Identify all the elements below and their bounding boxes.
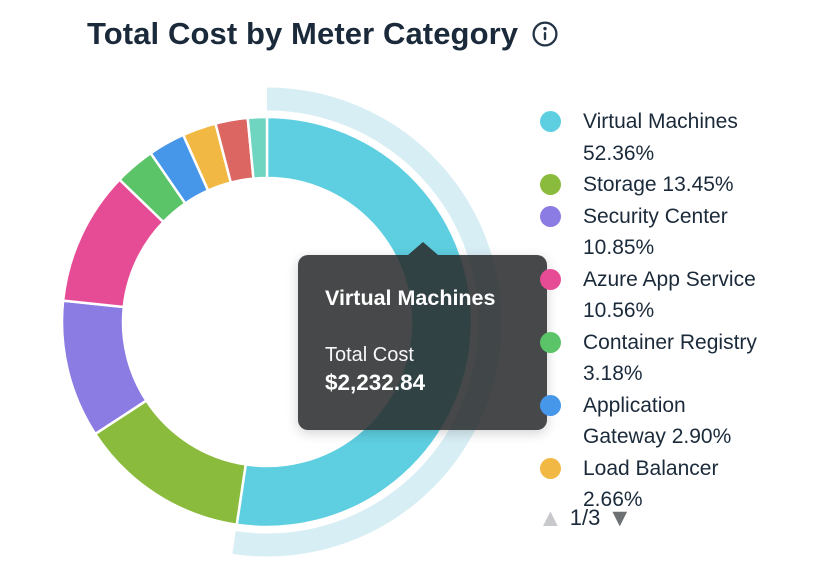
page-up-icon[interactable]: ▲ [538, 503, 563, 532]
legend-label: Virtual Machines 52.36% [583, 110, 738, 165]
tooltip-title: Virtual Machines [325, 286, 496, 310]
page-down-icon[interactable]: ▼ [607, 503, 633, 532]
legend-item-storage[interactable]: Storage 13.45% [540, 169, 825, 201]
legend-dot-security-center [540, 205, 561, 227]
legend-item-container-registry[interactable]: Container Registry 3.18% [540, 327, 825, 390]
legend-label: Load Balancer 2.66% [583, 456, 719, 507]
tooltip-value: $2,232.84 [325, 370, 426, 395]
info-icon[interactable] [531, 20, 559, 48]
legend-dot-storage [540, 174, 561, 195]
legend-item-security-center[interactable]: Security Center 10.85% [540, 201, 825, 264]
legend-dot-azure-app-service [540, 268, 561, 290]
legend-dot-application-gateway [540, 394, 561, 416]
donut-slice-unlabeled[interactable] [246, 115, 269, 180]
legend-dot-virtual-machines [540, 111, 561, 132]
chart-header: Total Cost by Meter Category [87, 16, 559, 52]
page-title: Total Cost by Meter Category [87, 16, 519, 51]
tooltip-metric-label: Total Cost [325, 344, 414, 366]
page-indicator: 1/3 [569, 505, 601, 530]
legend-label: Application Gateway 2.90% [583, 393, 732, 449]
tooltip: Virtual Machines Total Cost $2,232.84 [298, 242, 547, 430]
legend-dot-load-balancer [540, 457, 561, 479]
legend-label: Azure App Service 10.56% [583, 267, 756, 323]
legend-label: Container Registry 3.18% [583, 330, 757, 386]
legend-label: Security Center 10.85% [583, 204, 728, 260]
legend-pagination: ▲ 1/3 ▼ [538, 505, 632, 531]
legend-list: Virtual Machines 52.36% Storage 13.45% Sec… [540, 106, 825, 506]
legend-item-azure-app-service[interactable]: Azure App Service 10.56% [540, 264, 825, 327]
legend-item-application-gateway[interactable]: Application Gateway 2.90% [540, 390, 825, 453]
legend-item-virtual-machines[interactable]: Virtual Machines 52.36% [540, 106, 825, 169]
legend-item-load-balancer[interactable]: Load Balancer 2.66% [540, 453, 825, 507]
legend-dot-container-registry [540, 331, 561, 353]
legend-label: Storage 13.45% [583, 173, 734, 196]
tooltip-arrow [407, 242, 438, 255]
